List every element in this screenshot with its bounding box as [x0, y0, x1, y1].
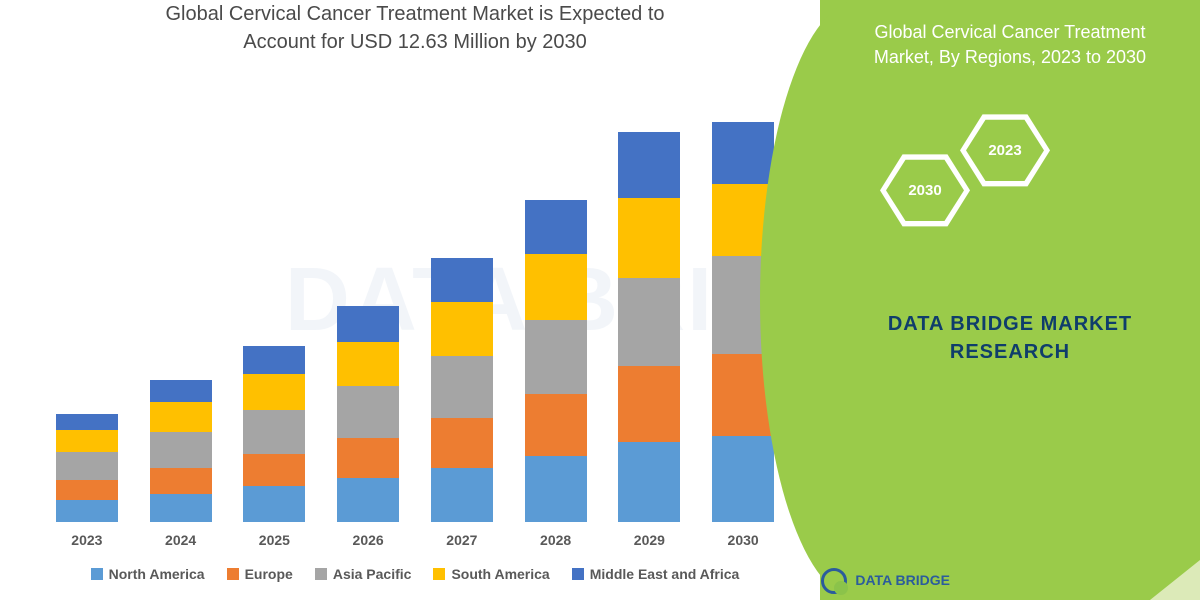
bar-segment: [431, 418, 493, 468]
bar-segment: [431, 356, 493, 418]
legend-label: North America: [109, 566, 205, 582]
bar-segment: [150, 380, 212, 402]
bar-segment: [56, 430, 118, 452]
legend-label: Europe: [245, 566, 293, 582]
bar-column: 2024: [141, 380, 221, 548]
chart-area: 2023 2024 2025 2026 2027 2028 2029 2030: [30, 66, 800, 548]
legend-label: Middle East and Africa: [590, 566, 740, 582]
bar-segment: [525, 200, 587, 254]
chart-title-line2: Account for USD 12.63 Million by 2030: [243, 31, 587, 53]
x-axis-label: 2030: [728, 532, 759, 548]
bar-segment: [618, 278, 680, 366]
legend-swatch: [433, 568, 445, 580]
legend-item: Asia Pacific: [315, 566, 412, 582]
bar-column: 2029: [609, 132, 689, 548]
bar-segment: [618, 442, 680, 522]
bar-segment: [243, 346, 305, 374]
bar-stack: [431, 258, 493, 522]
corner-fold-icon: [1150, 560, 1200, 600]
legend-item: South America: [433, 566, 549, 582]
bar-segment: [150, 402, 212, 432]
info-panel: Global Cervical Cancer Treatment Market,…: [820, 0, 1200, 600]
bar-segment: [243, 454, 305, 486]
bar-segment: [337, 306, 399, 342]
chart-title-line1: Global Cervical Cancer Treatment Market …: [165, 3, 664, 25]
legend-item: Middle East and Africa: [572, 566, 740, 582]
chart-panel: Global Cervical Cancer Treatment Market …: [0, 0, 820, 600]
x-axis-label: 2027: [446, 532, 477, 548]
bar-segment: [56, 500, 118, 522]
legend-label: South America: [451, 566, 549, 582]
bar-segment: [431, 302, 493, 356]
hex-year-start: 2023: [960, 110, 1050, 190]
bar-segment: [337, 478, 399, 522]
bar-segment: [150, 468, 212, 494]
legend-swatch: [315, 568, 327, 580]
x-axis-label: 2029: [634, 532, 665, 548]
bar-segment: [243, 374, 305, 410]
bar-column: 2023: [47, 414, 127, 548]
info-title-line2: Market, By Regions, 2023 to 2030: [874, 47, 1146, 67]
bar-segment: [431, 468, 493, 522]
bar-stack: [337, 306, 399, 522]
info-title-line1: Global Cervical Cancer Treatment: [874, 22, 1145, 42]
bar-segment: [712, 436, 774, 522]
bar-segment: [56, 452, 118, 480]
chart-title: Global Cervical Cancer Treatment Market …: [30, 0, 800, 56]
bar-column: 2025: [234, 346, 314, 548]
bar-segment: [618, 366, 680, 442]
bar-segment: [618, 132, 680, 198]
x-axis-label: 2024: [165, 532, 196, 548]
bar-segment: [431, 258, 493, 302]
x-axis-label: 2023: [71, 532, 102, 548]
hex-group: 2030 2023: [840, 110, 1180, 270]
bar-segment: [337, 438, 399, 478]
legend-swatch: [227, 568, 239, 580]
legend-label: Asia Pacific: [333, 566, 412, 582]
bar-column: 2026: [328, 306, 408, 548]
bar-column: 2028: [516, 200, 596, 548]
footer-logo: DATA BRIDGE: [821, 568, 950, 594]
x-axis-label: 2025: [259, 532, 290, 548]
bar-segment: [243, 410, 305, 454]
bar-stack: [56, 414, 118, 522]
bar-column: 2027: [422, 258, 502, 548]
bar-stack: [150, 380, 212, 522]
legend-swatch: [91, 568, 103, 580]
bar-segment: [618, 198, 680, 278]
bar-segment: [243, 486, 305, 522]
bar-stack: [525, 200, 587, 522]
bar-segment: [56, 480, 118, 500]
legend-item: Europe: [227, 566, 293, 582]
brand-line2: RESEARCH: [950, 341, 1070, 363]
chart-legend: North America Europe Asia Pacific South Ame…: [30, 566, 800, 590]
x-axis-label: 2028: [540, 532, 571, 548]
hex-year-start-label: 2023: [966, 116, 1044, 184]
bar-segment: [337, 342, 399, 386]
bar-segment: [525, 456, 587, 522]
logo-icon: [821, 568, 847, 594]
bar-segment: [56, 414, 118, 430]
hex-year-end: 2030: [880, 150, 970, 230]
bar-stack: [243, 346, 305, 522]
legend-item: North America: [91, 566, 205, 582]
bar-segment: [337, 386, 399, 438]
bar-segment: [525, 320, 587, 394]
info-panel-title: Global Cervical Cancer Treatment Market,…: [840, 20, 1180, 70]
bar-segment: [525, 254, 587, 320]
bar-segment: [712, 122, 774, 184]
legend-swatch: [572, 568, 584, 580]
x-axis-label: 2026: [353, 532, 384, 548]
bar-segment: [525, 394, 587, 456]
brand-name: DATA BRIDGE MARKET RESEARCH: [840, 310, 1180, 366]
hex-year-end-label: 2030: [886, 156, 964, 224]
bar-segment: [150, 432, 212, 468]
brand-line1: DATA BRIDGE MARKET: [888, 313, 1132, 335]
bar-segment: [150, 494, 212, 522]
bar-stack: [618, 132, 680, 522]
footer-logo-text: DATA BRIDGE: [855, 573, 950, 588]
main-layout: Global Cervical Cancer Treatment Market …: [0, 0, 1200, 600]
